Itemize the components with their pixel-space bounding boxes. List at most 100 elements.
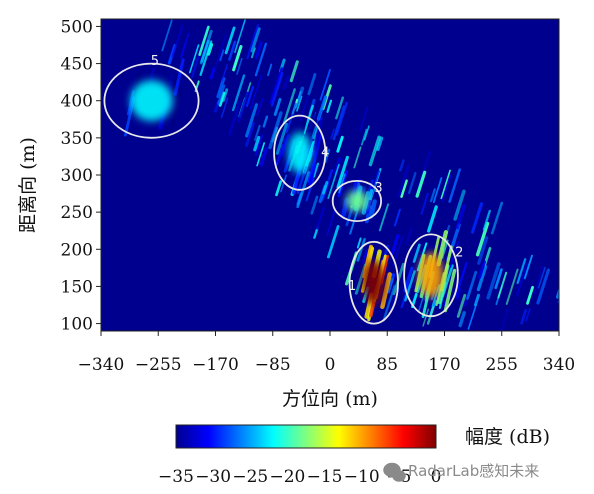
heatmap-streak xyxy=(473,293,480,307)
region-hotspot xyxy=(130,80,173,122)
heatmap-streak xyxy=(282,75,290,91)
heatmap-streak xyxy=(335,96,344,120)
heatmap-streak xyxy=(516,258,527,285)
heatmap-streak xyxy=(486,262,501,300)
heatmap-streak xyxy=(267,63,273,77)
heatmap-streak xyxy=(326,224,340,259)
colorbar: −35−30−25−20−15−10−50 幅度 (dB) xyxy=(158,424,550,487)
y-tick-label: 300 xyxy=(61,166,93,186)
x-axis: −340 −255 −170 −85 0 85 170 255 340 xyxy=(78,331,575,375)
heatmap-streak xyxy=(407,171,417,195)
heatmap-streak xyxy=(289,60,299,83)
heatmap-streak xyxy=(368,135,381,167)
colorbar-gradient xyxy=(175,424,437,449)
x-tick-label: 0 xyxy=(325,355,336,375)
heatmap-streak xyxy=(250,27,261,53)
heatmap-streak xyxy=(338,173,346,194)
colorbar-tick-label: −25 xyxy=(232,467,268,487)
heatmap-streak xyxy=(262,115,269,128)
heatmap-streak xyxy=(254,41,263,60)
region-ellipse-1 xyxy=(348,240,399,325)
heatmap-streak xyxy=(454,261,468,299)
heatmap-streak xyxy=(218,91,226,107)
heatmap-streak xyxy=(405,227,413,246)
region-ellipses: 1 2 3 4 5 xyxy=(103,54,463,325)
region-label-1: 1 xyxy=(348,279,356,294)
heatmap-streak xyxy=(254,134,264,157)
x-tick-label: 340 xyxy=(543,355,575,375)
heatmap-streak xyxy=(232,45,243,72)
heatmap-streak xyxy=(276,137,288,164)
heatmap-streak xyxy=(245,122,255,147)
heatmap-streak xyxy=(403,266,414,293)
region-ellipse-3 xyxy=(331,179,382,222)
heatmap-streak xyxy=(567,306,573,326)
heatmap-streak xyxy=(220,97,229,119)
heatmap-streak xyxy=(477,236,489,265)
heatmap-streak xyxy=(478,260,486,279)
heatmap-streak xyxy=(578,293,583,308)
heatmap-streak xyxy=(505,268,519,305)
heatmap-streak xyxy=(214,34,227,70)
heatmap-streak xyxy=(568,285,576,309)
colorbar-tick-label: −20 xyxy=(269,467,305,487)
heatmap-streak xyxy=(455,204,466,230)
region-ellipse-5 xyxy=(103,62,200,139)
heatmap-streak xyxy=(356,237,362,249)
y-tick-label: 100 xyxy=(61,315,93,335)
heatmap-streak xyxy=(327,163,340,200)
heatmap-streak xyxy=(191,56,200,79)
heatmap-hotspots xyxy=(124,58,457,322)
colorbar-tick-label: −10 xyxy=(344,467,380,487)
heatmap-streak xyxy=(440,169,451,200)
heatmap-streak xyxy=(517,272,525,293)
heatmap-streak xyxy=(296,166,308,195)
heatmap-streak xyxy=(228,101,242,136)
heatmap-streak xyxy=(470,202,484,234)
heatmap-streak xyxy=(362,248,369,264)
heatmap-streak xyxy=(333,157,342,175)
heatmap-streak xyxy=(418,297,424,312)
y-axis: 100 150 200 250 300 350 400 450 500 xyxy=(61,17,101,335)
heatmap-streak xyxy=(219,49,225,62)
region-streak xyxy=(308,163,317,186)
region-hotspot xyxy=(418,252,444,298)
heatmap-streak xyxy=(456,288,462,300)
heatmap-streak xyxy=(536,268,550,305)
heatmap-streak xyxy=(216,77,226,99)
colorbar-tick-label: −15 xyxy=(307,467,343,487)
heatmap-streak xyxy=(268,111,283,150)
heatmap-streak xyxy=(356,237,366,262)
x-tick-label: −255 xyxy=(135,355,182,375)
heatmap-streak xyxy=(273,97,282,116)
heatmap-streak xyxy=(427,205,438,233)
heatmap-streak xyxy=(363,125,370,141)
heatmap-streak xyxy=(537,266,546,289)
x-tick-label: −340 xyxy=(78,355,125,375)
heatmap-streak xyxy=(312,162,320,178)
heatmap-streak xyxy=(275,122,288,155)
heatmap-streak xyxy=(335,101,348,136)
heatmap-streak xyxy=(326,99,333,113)
region-hotspot xyxy=(346,190,368,212)
heatmap-streak xyxy=(209,67,216,80)
region-hotspot xyxy=(288,132,312,174)
x-axis-title: 方位向 (m) xyxy=(282,388,378,410)
heatmap-streak xyxy=(246,24,259,60)
heatmap-streak xyxy=(336,135,344,153)
region-hotspot xyxy=(362,260,385,306)
heatmap-streak xyxy=(476,265,488,292)
region-streak xyxy=(306,111,316,144)
colorbar-ticks: −35−30−25−20−15−10−50 xyxy=(158,467,441,487)
heatmap-streak xyxy=(269,67,283,104)
colorbar-tick-label: 0 xyxy=(431,467,442,487)
heatmap-plot-area: 1 2 3 4 5 xyxy=(100,18,583,332)
heatmap-streak xyxy=(221,64,228,81)
heatmap-streak xyxy=(569,271,579,303)
heatmap-streak xyxy=(332,105,346,141)
region-ellipse-2 xyxy=(403,233,459,318)
heatmap-streak xyxy=(316,206,325,230)
y-tick-label: 350 xyxy=(61,129,93,149)
region-streak xyxy=(312,119,323,152)
